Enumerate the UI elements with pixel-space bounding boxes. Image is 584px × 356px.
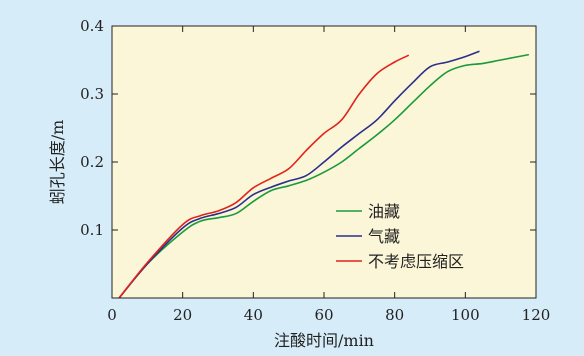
x-tick-label: 60 bbox=[314, 306, 333, 324]
legend-label-3: 不考虑压缩区 bbox=[368, 252, 464, 271]
x-tick-label: 0 bbox=[107, 306, 117, 324]
series-line-1 bbox=[118, 53, 530, 299]
y-tick-label: 0.3 bbox=[80, 85, 104, 103]
x-tick-label: 100 bbox=[451, 306, 480, 324]
series-line-2 bbox=[118, 50, 480, 299]
x-axis-title: 注酸时间/min bbox=[274, 331, 374, 350]
y-tick-label: 0.4 bbox=[80, 17, 104, 35]
y-axis-title: 蚓孔长度/m bbox=[48, 120, 67, 205]
y-tick-label: 0.1 bbox=[80, 221, 104, 239]
legend-label-1: 油藏 bbox=[368, 202, 400, 221]
ticks-layer: 0 20 40 60 80 100 120 0.1 0.2 0.3 0.4 bbox=[80, 17, 550, 324]
x-tick-label: 120 bbox=[522, 306, 551, 324]
legend-label-2: 气藏 bbox=[368, 227, 400, 246]
x-tick-label: 20 bbox=[173, 306, 192, 324]
x-tick-label: 80 bbox=[385, 306, 404, 324]
series-layer bbox=[118, 50, 530, 299]
x-tick-label: 40 bbox=[244, 306, 263, 324]
series-line-3 bbox=[118, 54, 410, 299]
y-tick-label: 0.2 bbox=[80, 153, 104, 171]
